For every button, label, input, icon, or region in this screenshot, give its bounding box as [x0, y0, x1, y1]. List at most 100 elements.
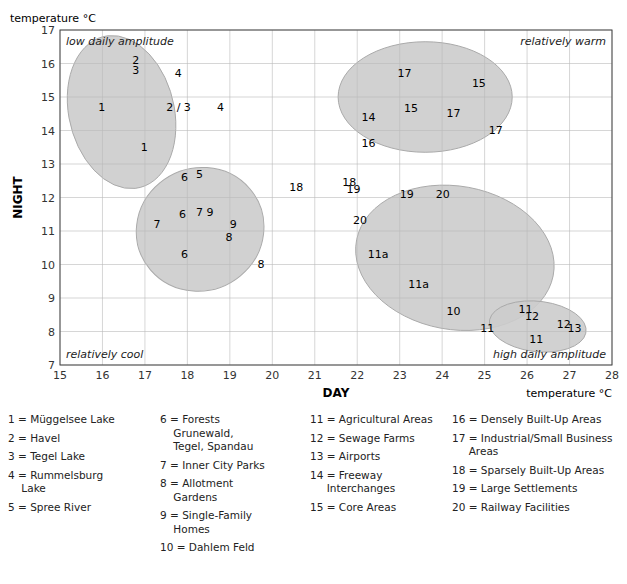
grid-line-y [60, 197, 612, 198]
legend-entry: 13 = Airports [310, 450, 380, 462]
legend-entry: 6 = Forests [160, 413, 220, 425]
legend-entry: Interchanges [310, 482, 395, 494]
y-tick-label: 16 [41, 58, 55, 71]
point-label: 9 [230, 218, 237, 231]
x-tick-label: 28 [605, 369, 619, 382]
point-label: 11a [368, 248, 389, 261]
legend-entry: Areas [452, 445, 498, 457]
legend: 1 = Müggelsee Lake 2 = Havel 3 = Tegel Lak… [8, 413, 612, 553]
point-label: 1 [98, 101, 105, 114]
legend-entry: 8 = Allotment [160, 477, 233, 489]
point-label: 19 [347, 183, 361, 196]
legend-entry: 17 = Industrial/Small Business [452, 432, 612, 444]
legend-entry: Gardens [160, 491, 217, 503]
point-label: 18 [289, 181, 303, 194]
x-tick-label: 18 [180, 369, 194, 382]
point-label: 13 [567, 322, 581, 335]
legend-entry: Homes [160, 523, 210, 535]
legend-entry: 7 = Inner City Parks [160, 459, 265, 471]
y-tick-label: 10 [41, 259, 55, 272]
point-label: 9 [206, 206, 213, 219]
legend-entry: 20 = Railway Facilities [452, 501, 570, 513]
ellipses [60, 30, 591, 358]
legend-entry: 5 = Spree River [8, 501, 92, 513]
x-tick-label: 24 [435, 369, 449, 382]
grid-line-y [60, 298, 612, 299]
point-label: 6 [181, 248, 188, 261]
y-tick-label: 11 [41, 225, 55, 238]
legend-entry: Grunewald, [160, 427, 234, 439]
point-label: 11a [408, 278, 429, 291]
point-label: 11 [529, 333, 543, 346]
corner-annotation: relatively warm [520, 35, 606, 48]
legend-entry: Tegel, Spandau [160, 440, 253, 452]
legend-entry: 10 = Dahlem Feld [160, 541, 254, 553]
legend-entry: 9 = Single-Family [160, 509, 252, 521]
point-label: 6 [181, 171, 188, 184]
point-label: 7 [153, 218, 160, 231]
point-label: 7 [196, 206, 203, 219]
corner-annotation: low daily amplitude [66, 35, 174, 48]
legend-entry: 19 = Large Settlements [452, 482, 577, 494]
point-label: 19 [400, 188, 414, 201]
grid-line-y [60, 331, 612, 332]
legend-entry: 3 = Tegel Lake [8, 450, 85, 462]
x-tick-label: 20 [265, 369, 279, 382]
y-tick-label: 17 [41, 24, 55, 37]
point-label: 4 [175, 67, 182, 80]
y-tick-label: 8 [48, 326, 55, 339]
point-label: 11 [480, 322, 494, 335]
point-label: 3 [132, 64, 139, 77]
point-label: 5 [196, 168, 203, 181]
point-label: 8 [257, 258, 264, 271]
x-tick-label: 26 [520, 369, 534, 382]
plot-frame [60, 30, 612, 365]
y-tick-label: 14 [41, 125, 55, 138]
point-label: 17 [489, 124, 503, 137]
corner-annotation: relatively cool [66, 348, 143, 361]
point-label: 12 [525, 310, 539, 323]
grid-line-y [60, 231, 612, 232]
grid-line-y [60, 130, 612, 131]
x-unit-label: temperature °C [526, 387, 612, 400]
legend-entry: Lake [8, 482, 46, 494]
x-tick-label: 16 [95, 369, 109, 382]
point-label: 2 / 3 [166, 101, 191, 114]
x-tick-label: 23 [393, 369, 407, 382]
point-label: 10 [446, 305, 460, 318]
legend-entry: 4 = Rummelsburg [8, 469, 103, 481]
corner-annotation: high daily amplitude [493, 348, 606, 361]
grid-line-y [60, 164, 612, 165]
grid-line-y [60, 63, 612, 64]
x-tick-label: 21 [308, 369, 322, 382]
y-unit-label: temperature °C [10, 12, 96, 25]
point-label: 20 [436, 188, 450, 201]
x-tick-label: 22 [350, 369, 364, 382]
x-tick-label: 25 [478, 369, 492, 382]
y-tick-label: 15 [41, 91, 55, 104]
legend-entry: 14 = Freeway [310, 469, 382, 481]
point-label: 4 [217, 101, 224, 114]
point-label: 16 [361, 137, 375, 150]
point-label: 15 [472, 77, 486, 90]
grid-line-y [60, 264, 612, 265]
grid-line-y [60, 97, 612, 98]
point-label: 1 [141, 141, 148, 154]
point-label: 8 [226, 231, 233, 244]
points: 112342 / 34657679689818181920192011a11a1… [98, 54, 581, 347]
legend-entry: 1 = Müggelsee Lake [8, 413, 115, 425]
x-tick-label: 19 [223, 369, 237, 382]
point-label: 20 [353, 214, 367, 227]
y-tick-label: 7 [48, 359, 55, 372]
ellipse [130, 163, 271, 295]
x-axis-label: DAY [323, 386, 350, 400]
grid [60, 30, 612, 365]
point-label: 15 [404, 102, 418, 115]
x-tick-label: 27 [563, 369, 577, 382]
y-tick-label: 9 [48, 292, 55, 305]
y-axis-label: NIGHT [11, 175, 25, 218]
point-label: 14 [361, 111, 375, 124]
point-label: 6 [179, 208, 186, 221]
legend-entry: 2 = Havel [8, 432, 60, 444]
legend-entry: 18 = Sparsely Built-Up Areas [452, 464, 604, 476]
